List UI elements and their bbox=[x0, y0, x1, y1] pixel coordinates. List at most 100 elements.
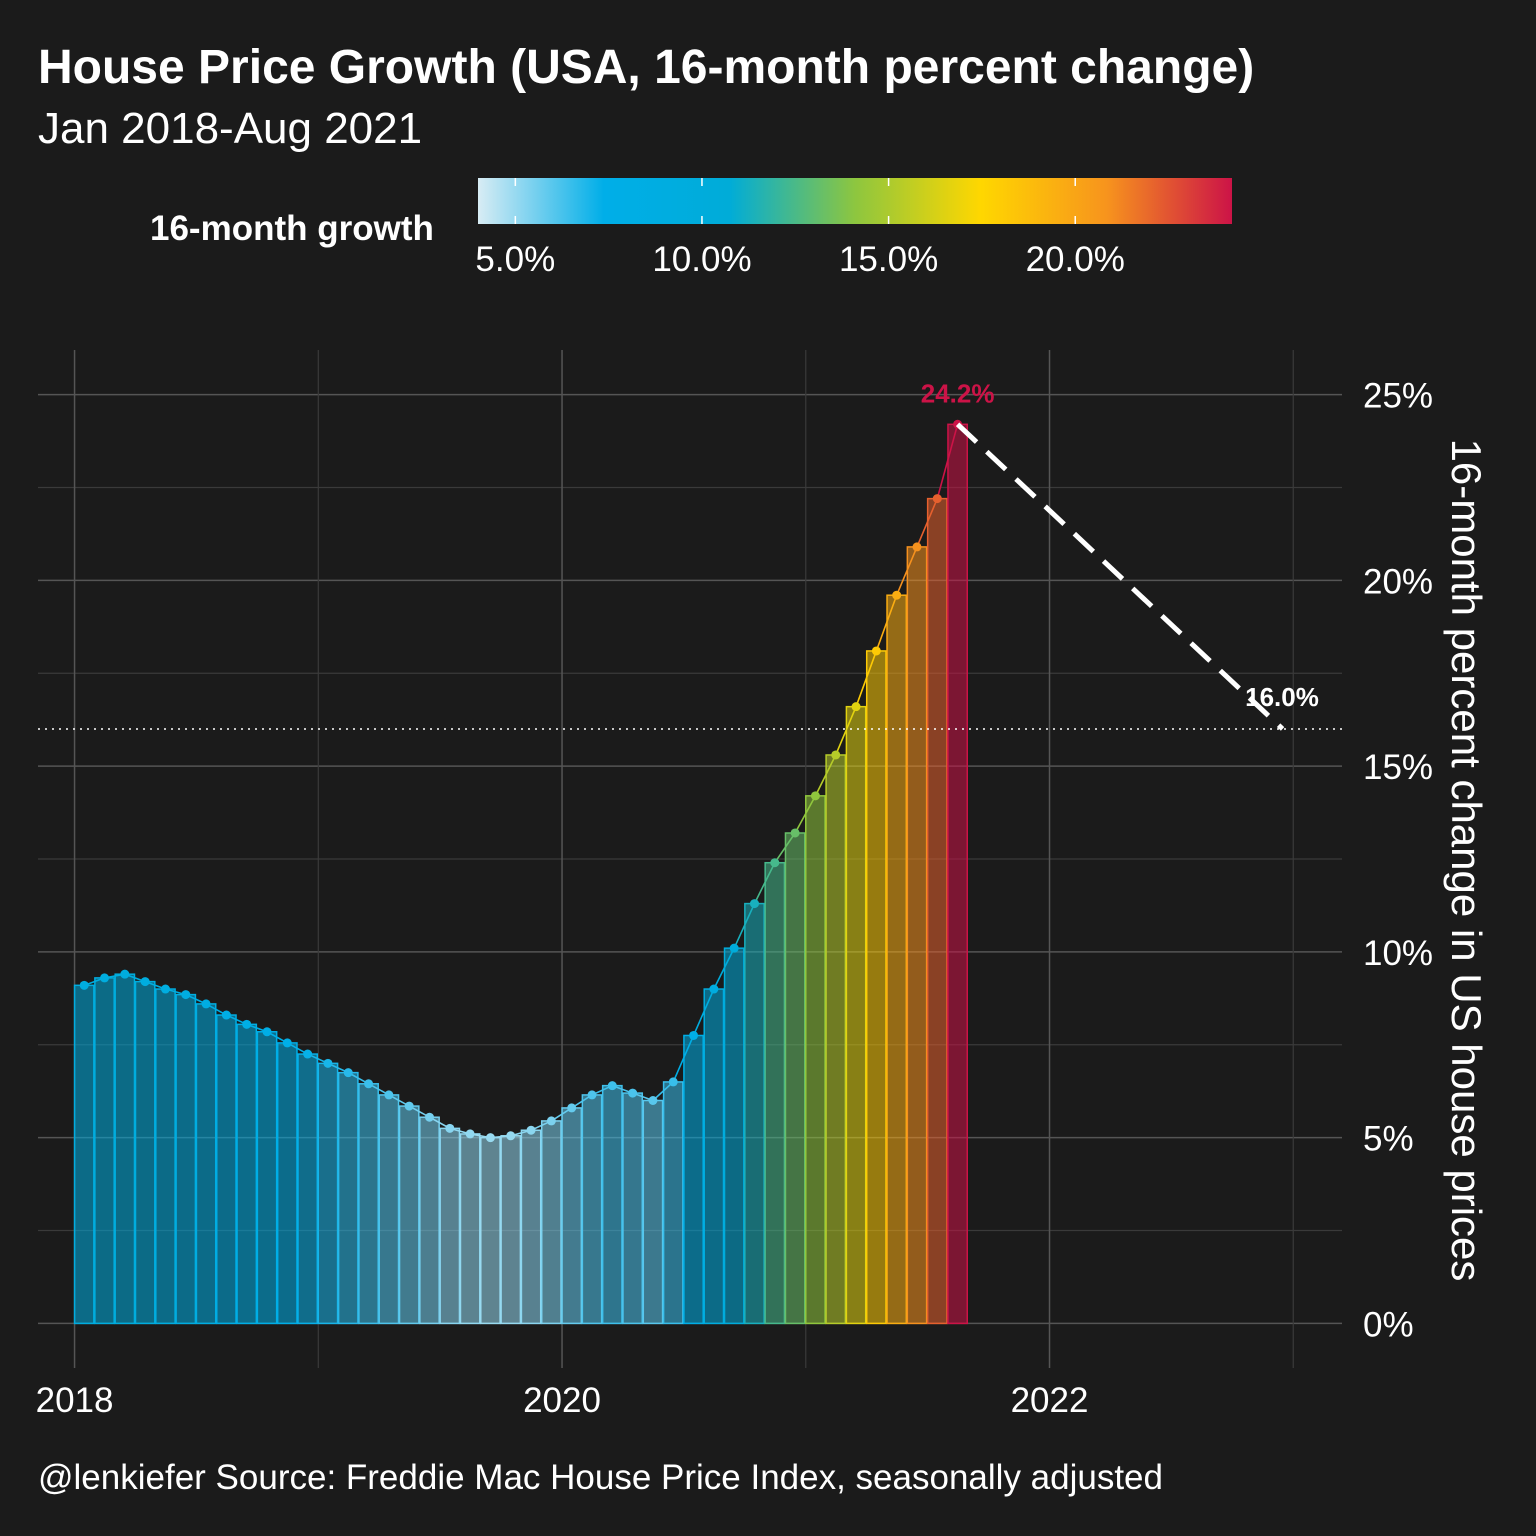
data-point bbox=[160, 984, 170, 994]
bar bbox=[825, 754, 847, 1325]
bar bbox=[642, 1099, 664, 1325]
data-point bbox=[729, 943, 739, 953]
data-point bbox=[425, 1112, 435, 1122]
x-tick-label: 2020 bbox=[523, 1381, 601, 1420]
series-line bbox=[79, 419, 963, 1143]
y-tick-label: 10% bbox=[1363, 934, 1433, 973]
data-point bbox=[282, 1038, 292, 1048]
legend-tick-label: 5.0% bbox=[475, 240, 555, 279]
data-point bbox=[607, 1081, 617, 1091]
data-point bbox=[810, 791, 820, 801]
data-point bbox=[871, 646, 881, 656]
data-point bbox=[181, 990, 191, 1000]
data-point bbox=[79, 980, 89, 990]
data-point bbox=[201, 999, 211, 1009]
data-point bbox=[546, 1116, 556, 1126]
data-point bbox=[567, 1103, 577, 1113]
bar bbox=[439, 1127, 461, 1325]
bar bbox=[703, 988, 725, 1325]
bar bbox=[683, 1034, 704, 1325]
bar bbox=[520, 1129, 542, 1325]
bar bbox=[337, 1071, 359, 1325]
data-point bbox=[506, 1131, 516, 1141]
data-point bbox=[749, 899, 759, 909]
data-point bbox=[912, 542, 922, 552]
bar bbox=[601, 1084, 623, 1325]
data-point bbox=[689, 1030, 699, 1040]
chart-title: House Price Growth (USA, 16-month percen… bbox=[38, 41, 1255, 94]
bar bbox=[175, 993, 197, 1325]
bar bbox=[784, 832, 806, 1325]
bar bbox=[134, 980, 156, 1325]
legend-tick-label: 20.0% bbox=[1026, 240, 1125, 279]
y-tick-label: 5% bbox=[1363, 1120, 1414, 1159]
bar bbox=[561, 1107, 583, 1325]
data-point bbox=[445, 1123, 455, 1133]
data-point bbox=[221, 1010, 231, 1020]
bar bbox=[358, 1083, 379, 1325]
line-segment bbox=[774, 832, 796, 864]
data-point bbox=[668, 1077, 678, 1087]
color-legend: 5.0% 10.0% 15.0% 20.0% bbox=[475, 178, 1232, 279]
y-axis-title: 16-month percent change in US house pric… bbox=[1443, 439, 1490, 1282]
bar bbox=[419, 1116, 440, 1325]
line-segment bbox=[875, 594, 898, 652]
bar bbox=[744, 902, 765, 1325]
bar bbox=[73, 984, 95, 1325]
y-tick-label: 25% bbox=[1363, 377, 1433, 416]
caption: @lenkiefer Source: Freddie Mac House Pri… bbox=[38, 1458, 1163, 1497]
data-point bbox=[587, 1090, 597, 1100]
bar bbox=[622, 1092, 644, 1325]
line-segment bbox=[794, 795, 817, 834]
bar bbox=[378, 1094, 400, 1325]
data-point bbox=[262, 1027, 272, 1037]
line-segment bbox=[733, 903, 756, 949]
y-tick-label: 20% bbox=[1363, 562, 1433, 601]
legend-title: 16-month growth bbox=[150, 209, 434, 248]
chart-subtitle: Jan 2018-Aug 2021 bbox=[38, 104, 423, 153]
bar bbox=[500, 1135, 522, 1325]
data-point bbox=[770, 858, 780, 868]
bar bbox=[926, 497, 948, 1325]
bar bbox=[723, 947, 745, 1325]
y-tick-label: 0% bbox=[1363, 1305, 1414, 1344]
line-segment bbox=[895, 546, 918, 596]
bar bbox=[480, 1136, 501, 1325]
data-point bbox=[140, 977, 150, 987]
line-segment bbox=[692, 988, 715, 1036]
legend-tick-label: 10.0% bbox=[652, 240, 751, 279]
data-point bbox=[790, 828, 800, 838]
x-tick-label: 2018 bbox=[36, 1381, 114, 1420]
y-tick-label: 15% bbox=[1363, 748, 1433, 787]
data-point bbox=[932, 494, 942, 504]
line-segment bbox=[713, 947, 735, 990]
data-point bbox=[323, 1058, 333, 1068]
bar bbox=[236, 1023, 258, 1325]
data-point bbox=[485, 1133, 495, 1143]
bar bbox=[865, 650, 887, 1325]
bar bbox=[297, 1053, 319, 1325]
bar bbox=[947, 423, 969, 1325]
bar bbox=[540, 1120, 562, 1325]
data-point bbox=[628, 1088, 638, 1098]
legend-colorbar bbox=[478, 178, 1232, 224]
data-point bbox=[526, 1125, 536, 1135]
data-point bbox=[120, 969, 130, 979]
bar bbox=[276, 1042, 298, 1325]
bar bbox=[256, 1031, 278, 1325]
data-point bbox=[851, 702, 861, 712]
line-segment bbox=[834, 706, 857, 756]
data-point bbox=[364, 1079, 374, 1089]
line-segment bbox=[652, 1081, 674, 1102]
bar bbox=[195, 1003, 217, 1325]
data-point bbox=[831, 750, 841, 760]
bar bbox=[581, 1094, 603, 1325]
data-point bbox=[384, 1090, 394, 1100]
bar bbox=[805, 795, 826, 1325]
data-point bbox=[465, 1129, 475, 1139]
projection-line bbox=[955, 422, 1285, 731]
line-segment bbox=[855, 650, 878, 707]
bar bbox=[155, 988, 176, 1325]
x-tick-label: 2022 bbox=[1011, 1381, 1089, 1420]
